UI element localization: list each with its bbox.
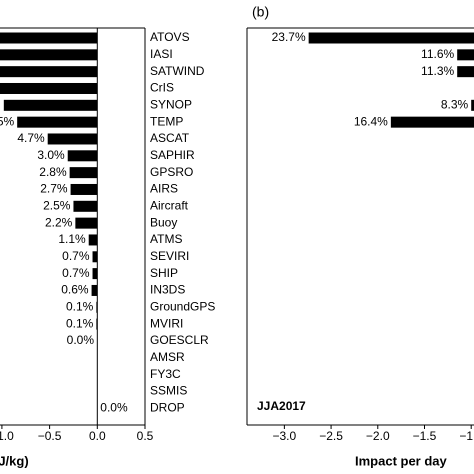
bar [92,268,98,280]
bars [0,32,98,347]
category-label: SSMIS [150,384,187,398]
category-label: AMSR [150,350,185,364]
x-tick-label: −1.0 [0,429,14,443]
value-label: 0.6% [61,283,89,297]
bar [471,99,474,111]
bar [91,284,98,296]
bar [0,32,98,44]
value-label: 0.1% [66,316,94,330]
value-label: 1.1% [58,232,86,246]
bar [73,200,98,212]
bar [17,116,98,128]
category-label: SEVIRI [150,249,189,263]
bar [75,217,98,229]
category-label: Aircraft [150,198,189,212]
category-label: SYNOP [150,97,192,111]
bar [92,251,98,263]
category-label: IN3DS [150,283,185,297]
bar [96,301,98,313]
category-label: ASCAT [150,131,190,145]
value-label: 2.8% [39,165,67,179]
category-label: CrIS [150,81,174,95]
bar [308,32,474,44]
x-tick-label: −1.5 [413,429,437,443]
category-label: IASI [150,47,173,61]
bar [0,66,98,78]
panel-label: (b) [252,4,269,20]
value-label: 5% [0,114,15,128]
category-label: Buoy [150,215,177,229]
category-label: TEMP [150,114,183,128]
bar [3,99,98,111]
category-label: SATWIND [150,64,205,78]
value-label: 0.7% [62,249,90,263]
bar [47,133,98,145]
category-label: AIRS [150,182,178,196]
category-label: MVIRI [150,316,183,330]
category-label: ATMS [150,232,182,246]
category-label: DROP [150,400,185,414]
value-label: 16.4% [354,114,388,128]
bars [308,32,474,128]
x-tick-label: −3.0 [273,429,297,443]
category-label: SHIP [150,266,178,280]
bar [67,150,98,162]
category-label: FY3C [150,367,181,381]
bar [457,49,474,61]
bar [390,116,474,128]
value-label: 3.0% [37,148,65,162]
bar [69,167,98,179]
x-tick-label: 0.5 [137,429,154,443]
value-label: 0.0% [100,400,128,414]
value-label: 11.6% [421,47,454,61]
bar [0,82,98,94]
value-label: 8.3% [441,97,469,111]
value-label: 4.7% [17,131,45,145]
category-label: ATOVS [150,30,190,44]
category-label: GroundGPS [150,299,215,313]
category-label: GPSRO [150,165,193,179]
value-label: 0.0% [67,333,95,347]
x-tick-label: −0.5 [38,429,62,443]
value-label: 2.2% [45,215,73,229]
x-tick-label: 0.0 [89,429,106,443]
annotation: JJA2017 [257,399,306,413]
bar [96,318,98,330]
value-label: 23.7% [272,30,306,44]
bar [70,183,98,195]
x-axis-label: (J/kg) [0,453,29,468]
bar [457,66,474,78]
value-label: 2.5% [43,198,71,212]
value-label: 0.1% [66,299,94,313]
x-tick-label: −1.0 [459,429,474,443]
value-label: 2.7% [40,182,68,196]
bar [88,234,98,246]
category-label: GOESCLR [150,333,209,347]
x-tick-label: −2.5 [319,429,343,443]
value-label: 0.7% [62,266,90,280]
category-label: SAPHIR [150,148,195,162]
x-tick-label: −2.0 [366,429,390,443]
bar [0,49,98,61]
x-axis-label: Impact per day [355,453,448,468]
value-label: 11.3% [421,64,454,78]
